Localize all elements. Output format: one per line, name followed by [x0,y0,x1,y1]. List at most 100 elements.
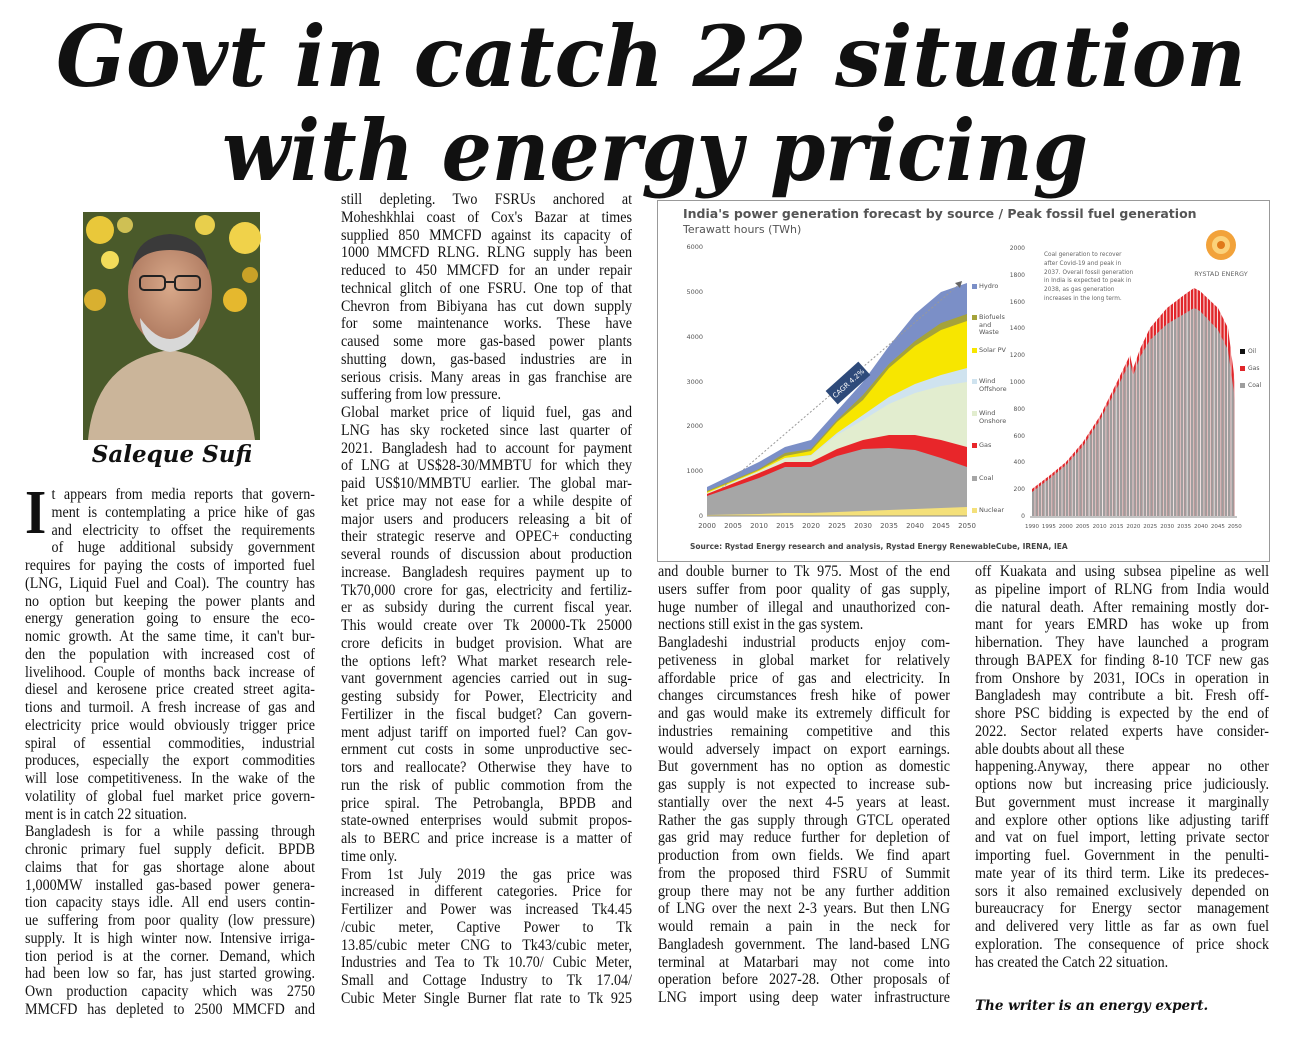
y-tick-label: 1000 [1009,379,1025,386]
text-line: importing fuel. Government in the penult… [975,847,1269,864]
legend-label: Biofuels and Waste [979,313,1005,336]
text-line: production from own fields. We find apar… [658,847,950,864]
text-line: increase. Bangladesh requires payment up… [341,563,632,581]
text-line: shutting down, gas-based industries are … [341,350,632,368]
text-line: Tk70,000 crore for gas, electricity and … [341,581,632,599]
y-tick-label: 1000 [686,467,703,476]
text-line: happening.Anyway, there appear no other [975,758,1269,776]
legend-swatch [1240,349,1245,354]
x-tick-label: 2030 [854,522,872,530]
text-line: ment adjust tariff on imported fuel? Can… [341,723,632,741]
x-tick-label: 2045 [1210,524,1225,530]
text-line: volatility of global fuel market price g… [25,787,315,805]
text-line: from Onshore by 2031, IOCs in operation … [975,669,1269,687]
legend-swatch [972,443,977,448]
text-line: vant government agencies carried out in … [341,670,632,688]
text-line: for some maintenance works. These have [341,315,632,333]
paragraph: Bangladesh is for a while passing throug… [25,823,315,1018]
text-line: nomic growth. At the same time, it can't… [25,628,315,645]
text-line: stantially over the next 4-5 years at le… [658,793,950,811]
legend-swatch [972,411,977,416]
text-line: terminal at Matarbari may not come into [658,953,950,971]
paragraph: off Kuakata and using subsea pipeline as… [975,563,1269,758]
text-line: hibernation. They have launched a progra… [975,634,1269,651]
text-line: tions and turmoil. A fresh increase of g… [25,699,315,716]
figure-note: Coal generation to recover after Covid-1… [1044,252,1134,302]
y-tick-label: 200 [1013,486,1025,494]
text-line: /cubic meter, Captive Power to Tk [341,918,632,936]
x-tick-label: 2050 [958,522,976,530]
y-tick-label: 400 [1013,459,1025,467]
paragraph: and double burner to Tk 975. Most of the… [658,563,950,634]
text-line: suffering from low pressure. [341,386,502,404]
y-tick-label: 2000 [1009,245,1025,252]
text-line: and delivered very little as far as own … [975,918,1269,935]
text-line: 2021. Bangladesh had to account for paym… [341,439,632,457]
x-tick-label: 2020 [802,522,820,530]
x-tick-label: 2025 [828,522,846,530]
text-line: gas grid may reduce further for depletio… [658,829,950,847]
text-line: livelihood. Couple of months back increa… [25,663,315,681]
text-line: and vat on fuel import, letting private … [975,829,1269,847]
logo-text: RYSTAD ENERGY [1194,270,1248,278]
text-line: Own production capacity which was 2750 [25,983,315,1000]
x-tick-label: 2005 [1075,524,1090,530]
text-line: serious crisis. Many areas in gas franch… [341,368,632,386]
text-line: no option but keeping the power plants a… [25,592,315,610]
text-line: electricity price would obviously trigge… [25,716,315,734]
text-line: price spiral. The Petrobangla, BPDB and [341,794,632,812]
text-line: operation before 2027-28. Other proposal… [658,971,950,989]
legend-label: Coal [1248,382,1262,389]
text-line: tion period is at the corner. Demand, wh… [25,947,315,965]
text-line: den the population with increased cost o… [25,645,315,663]
x-tick-label: 1995 [1041,524,1056,530]
legend-swatch [972,379,977,384]
text-line: claims that for gas shortage alone about [25,858,315,876]
text-line: gas supply is not expected to increase s… [658,776,950,793]
text-line: from the proposed third FSRU of Summit [658,864,950,882]
text-line: industries remaining competitive and thi… [658,722,950,740]
x-tick-label: 2020 [1126,524,1141,530]
x-tick-label: 2000 [1058,524,1073,530]
text-line: requires for paying the costs of importe… [25,557,315,574]
legend-label: Gas [1248,365,1260,372]
text-line: gesting subsidy for Power, Electricity a… [341,688,632,705]
text-line: of LNG over the next 2-3 years. But then… [658,900,950,918]
text-line: would remain a pain in the neck for [658,918,950,935]
text-line: LNG import using deep water infrastructu… [658,989,950,1006]
text-line: diesel and kerosene price created street… [25,681,315,699]
x-tick-label: 1990 [1025,524,1039,530]
text-line: als to BERC and price increase is a matt… [341,830,632,847]
text-line: supply. It is high winter now. Intensive… [25,929,315,947]
text-line: still depleting. Two FSRUs anchored at [341,191,632,208]
author-photo [83,212,261,440]
text-line: sors it also remained exclusively depend… [975,882,1269,900]
text-line: 1,000MW installed gas-based power genera… [25,876,315,894]
text-line: increased in different categories. Price… [341,883,632,901]
text-line: paid US$10/MMBTU earlier. The global mar… [341,475,632,492]
legend-swatch [972,315,977,320]
text-line: 1000 MMCFD RLNG. RLNG supply has been [341,244,632,262]
text-line: exploration. The consequence of price sh… [975,935,1269,953]
text-line: From 1st July 2019 the gas price was [341,865,632,883]
text-line: But government has no option as domestic [658,758,950,776]
text-line: of huge additional subsidy government [51,539,315,557]
legend-label: Nuclear [979,506,1005,514]
text-line: shore PSC bidding is expected by the end… [975,705,1269,722]
text-line: er as subsidy during the current fiscal … [341,599,632,617]
text-line: mant for years EMRD has woke up from [975,616,1269,634]
legend-swatch [972,508,977,513]
text-line: options now but increasing price judicio… [975,776,1269,793]
text-line: ue suffering from poor quality (low pres… [25,912,315,929]
text-line: Fertilizer in the fiscal budget? Can gov… [341,705,632,723]
y-tick-label: 800 [1013,405,1025,413]
text-line: This would create over Tk 20000-Tk 25000 [341,617,632,634]
text-line: chronic primary fuel supply deficit. BPD… [25,841,315,858]
x-tick-label: 2005 [724,522,742,530]
text-line: energy generation going to ensure the ec… [25,610,315,628]
paragraph: happening.Anyway, there appear no other o… [975,758,1269,971]
paragraph: Global market price of liquid fuel, gas … [341,404,632,866]
x-tick-label: 2015 [1109,524,1124,530]
text-line: nections still exist in the gas system. [658,616,864,634]
